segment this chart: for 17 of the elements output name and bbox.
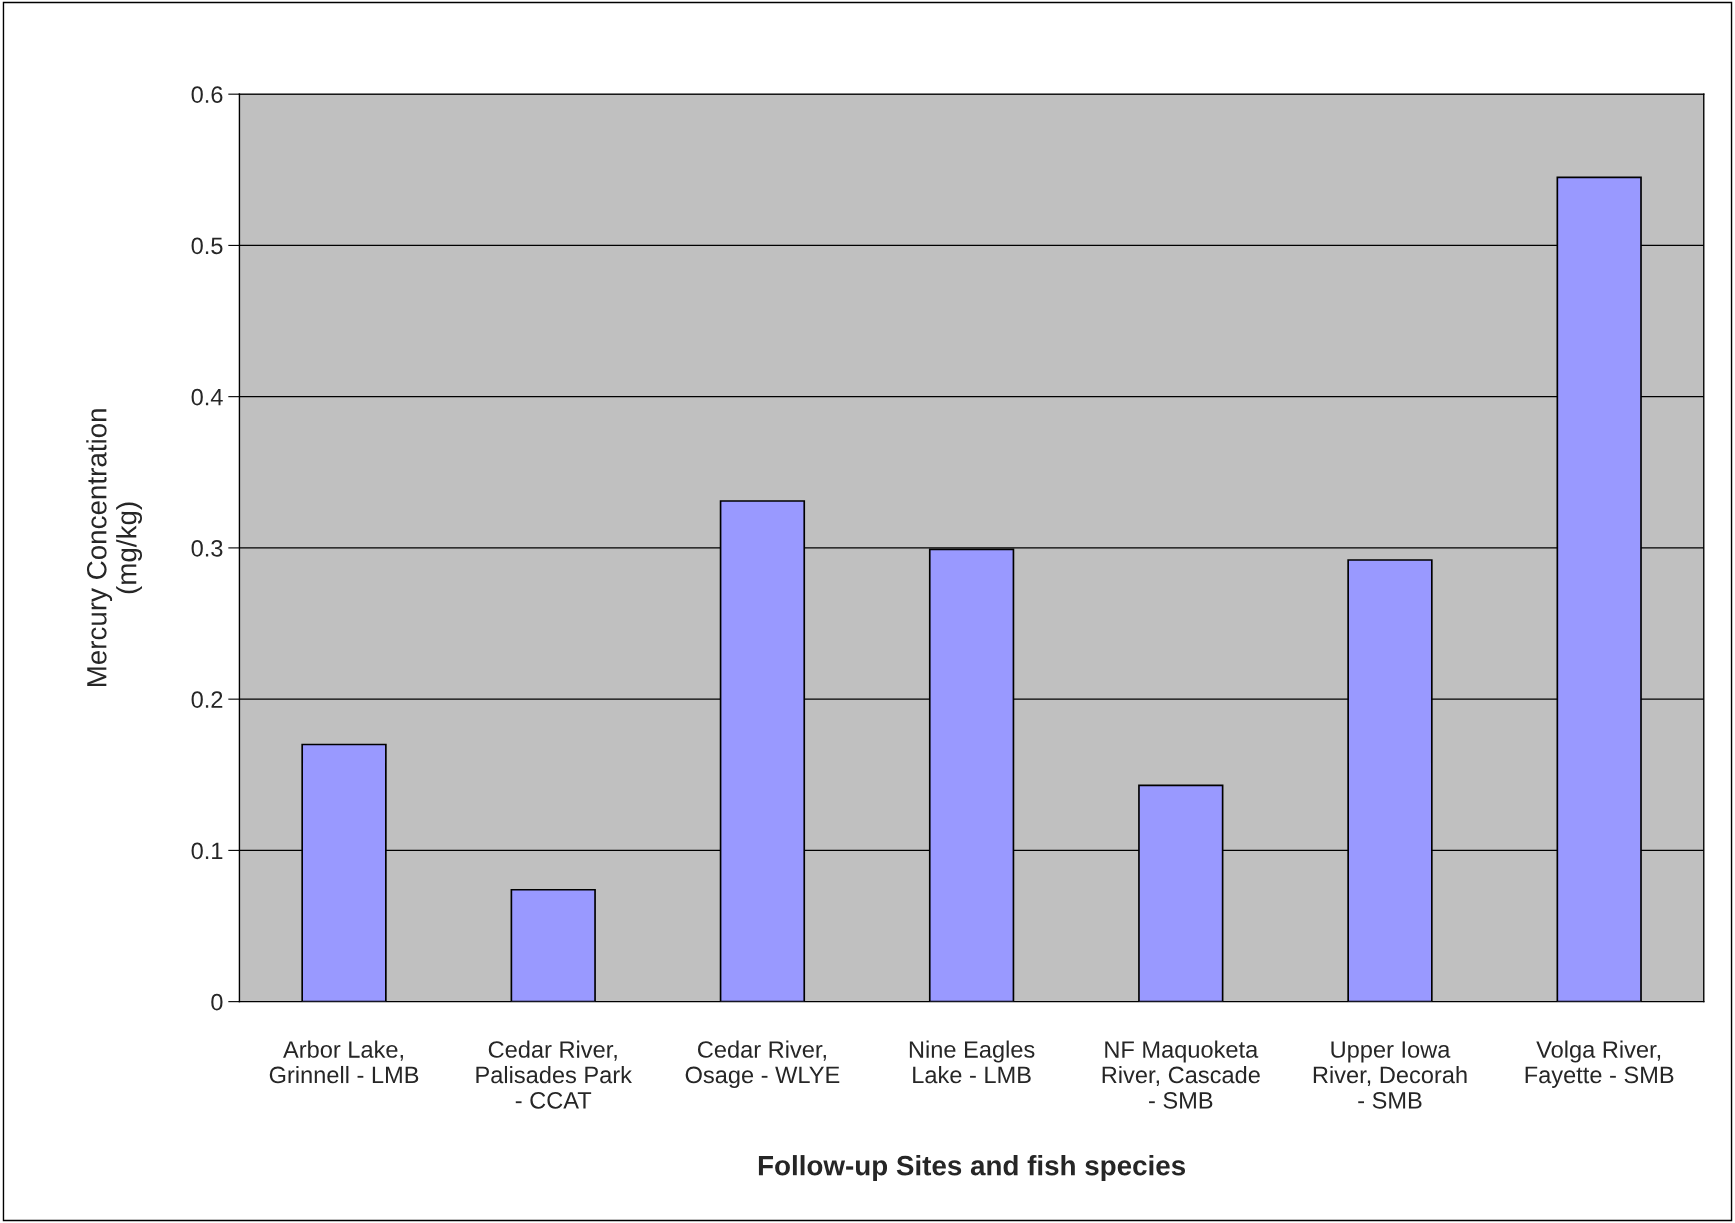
x-axis-title: Follow-up Sites and fish species: [758, 1155, 1186, 1181]
y-tick-label: 0.5: [191, 237, 223, 255]
y-tick-label: 0.2: [191, 691, 223, 708]
y-tick-label: 0.6: [191, 86, 223, 103]
x-tick-label: NF Maquoketa River, Cascade - SMB: [1102, 1040, 1260, 1109]
x-tick-label: Nine Eagles Lake - LMB: [909, 1040, 1035, 1084]
x-tick-label: Cedar River, Osage - WLYE: [685, 1040, 840, 1088]
x-tick-label: Volga River, Fayette - SMB: [1525, 1040, 1674, 1088]
x-tick-label: Cedar River, Palisades Park - CCAT: [476, 1040, 632, 1109]
x-tick-label: Upper Iowa River, Decorah - SMB: [1313, 1041, 1467, 1109]
y-tick-label: 0.1: [191, 842, 223, 860]
y-tick-label: 0.4: [191, 388, 223, 406]
y-axis-title: Mercury Concentration (mg/kg): [86, 409, 143, 687]
y-tick-label: 0.3: [191, 539, 223, 557]
x-tick-label: Arbor Lake, Grinnell - LMB: [269, 1040, 419, 1084]
y-tick-label: 0: [211, 993, 223, 1011]
bar: [510, 888, 596, 1002]
